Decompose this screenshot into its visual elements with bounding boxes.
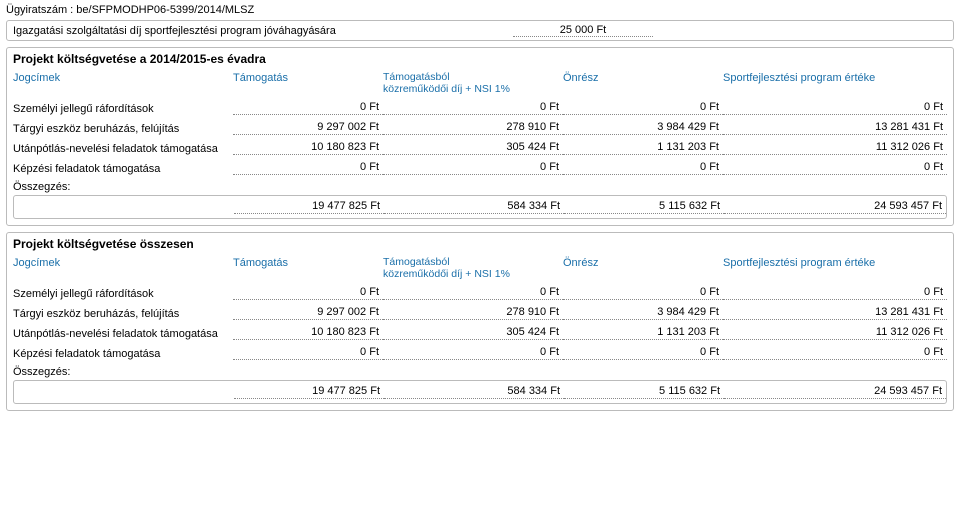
col-header-jogcimek: Jogcímek bbox=[13, 72, 233, 95]
cell: 0 Ft bbox=[723, 286, 947, 300]
cell: 0 Ft bbox=[563, 161, 723, 175]
col-header-jogcimek: Jogcímek bbox=[13, 257, 233, 280]
cell: 0 Ft bbox=[233, 346, 383, 360]
col-header-tamogatas: Támogatás bbox=[233, 257, 383, 280]
cell: 13 281 431 Ft bbox=[723, 121, 947, 135]
row-label: Személyi jellegű ráfordítások bbox=[13, 103, 233, 115]
cell: 278 910 Ft bbox=[383, 306, 563, 320]
column-header-row: Jogcímek Támogatás Támogatásból közreműk… bbox=[13, 257, 947, 280]
cell: 11 312 026 Ft bbox=[723, 141, 947, 155]
row-label: Tárgyi eszköz beruházás, felújítás bbox=[13, 123, 233, 135]
cell: 0 Ft bbox=[383, 346, 563, 360]
row-label: Képzési feladatok támogatása bbox=[13, 348, 233, 360]
cell: 0 Ft bbox=[383, 286, 563, 300]
section-title: Projekt költségvetése összesen bbox=[13, 237, 947, 251]
table-row: Személyi jellegű ráfordítások 0 Ft 0 Ft … bbox=[13, 101, 947, 115]
cell: 10 180 823 Ft bbox=[233, 326, 383, 340]
row-label: Tárgyi eszköz beruházás, felújítás bbox=[13, 308, 233, 320]
summary-label: Összegzés: bbox=[13, 366, 947, 378]
cell: 0 Ft bbox=[723, 101, 947, 115]
summary-row: 19 477 825 Ft 584 334 Ft 5 115 632 Ft 24… bbox=[13, 380, 947, 404]
col-header-tamogatasbol-line2: közreműködői díj + NSI 1% bbox=[383, 269, 563, 281]
admin-fee-label: Igazgatási szolgáltatási díj sportfejles… bbox=[13, 25, 513, 37]
cell: 19 477 825 Ft bbox=[234, 200, 384, 214]
budget-section-total: Projekt költségvetése összesen Jogcímek … bbox=[6, 232, 954, 411]
document-number: Ügyiratszám : be/SFPMODHP06-5399/2014/ML… bbox=[6, 4, 954, 16]
cell: 584 334 Ft bbox=[384, 385, 564, 399]
cell: 11 312 026 Ft bbox=[723, 326, 947, 340]
budget-section-2014-2015: Projekt költségvetése a 2014/2015-es éva… bbox=[6, 47, 954, 226]
cell: 3 984 429 Ft bbox=[563, 306, 723, 320]
row-label: Utánpótlás-nevelési feladatok támogatása bbox=[13, 328, 233, 340]
cell: 24 593 457 Ft bbox=[724, 200, 946, 214]
summary-label: Összegzés: bbox=[13, 181, 947, 193]
cell: 0 Ft bbox=[233, 101, 383, 115]
col-header-tamogatasbol-line2: közreműködői díj + NSI 1% bbox=[383, 84, 563, 96]
col-header-tamogatasbol-line1: Támogatásból bbox=[383, 257, 563, 269]
cell: 5 115 632 Ft bbox=[564, 200, 724, 214]
col-header-program-ertek: Sportfejlesztési program értéke bbox=[723, 257, 947, 280]
row-label: Személyi jellegű ráfordítások bbox=[13, 288, 233, 300]
col-header-program-ertek: Sportfejlesztési program értéke bbox=[723, 72, 947, 95]
cell: 0 Ft bbox=[723, 161, 947, 175]
cell: 9 297 002 Ft bbox=[233, 121, 383, 135]
table-row: Képzési feladatok támogatása 0 Ft 0 Ft 0… bbox=[13, 346, 947, 360]
table-row: Tárgyi eszköz beruházás, felújítás 9 297… bbox=[13, 306, 947, 320]
col-header-tamogatasbol-line1: Támogatásból bbox=[383, 72, 563, 84]
table-row: Utánpótlás-nevelési feladatok támogatása… bbox=[13, 141, 947, 155]
cell: 305 424 Ft bbox=[383, 141, 563, 155]
cell: 0 Ft bbox=[563, 346, 723, 360]
cell: 19 477 825 Ft bbox=[234, 385, 384, 399]
col-header-tamogatasbol: Támogatásból közreműködői díj + NSI 1% bbox=[383, 72, 563, 95]
cell: 278 910 Ft bbox=[383, 121, 563, 135]
cell: 584 334 Ft bbox=[384, 200, 564, 214]
cell: 0 Ft bbox=[383, 101, 563, 115]
cell: 0 Ft bbox=[233, 161, 383, 175]
admin-fee-value: 25 000 Ft bbox=[513, 24, 653, 37]
cell: 24 593 457 Ft bbox=[724, 385, 946, 399]
cell: 9 297 002 Ft bbox=[233, 306, 383, 320]
cell: 305 424 Ft bbox=[383, 326, 563, 340]
cell: 0 Ft bbox=[233, 286, 383, 300]
table-row: Tárgyi eszköz beruházás, felújítás 9 297… bbox=[13, 121, 947, 135]
cell: 13 281 431 Ft bbox=[723, 306, 947, 320]
cell: 0 Ft bbox=[723, 346, 947, 360]
col-header-onresz: Önrész bbox=[563, 72, 723, 95]
col-header-onresz: Önrész bbox=[563, 257, 723, 280]
cell: 1 131 203 Ft bbox=[563, 141, 723, 155]
table-row: Képzési feladatok támogatása 0 Ft 0 Ft 0… bbox=[13, 161, 947, 175]
cell: 5 115 632 Ft bbox=[564, 385, 724, 399]
cell: 0 Ft bbox=[563, 286, 723, 300]
section-title: Projekt költségvetése a 2014/2015-es éva… bbox=[13, 52, 947, 66]
cell: 1 131 203 Ft bbox=[563, 326, 723, 340]
cell: 0 Ft bbox=[563, 101, 723, 115]
summary-row: 19 477 825 Ft 584 334 Ft 5 115 632 Ft 24… bbox=[13, 195, 947, 219]
col-header-tamogatasbol: Támogatásból közreműködői díj + NSI 1% bbox=[383, 257, 563, 280]
table-row: Személyi jellegű ráfordítások 0 Ft 0 Ft … bbox=[13, 286, 947, 300]
cell: 10 180 823 Ft bbox=[233, 141, 383, 155]
admin-fee-row: Igazgatási szolgáltatási díj sportfejles… bbox=[6, 20, 954, 41]
row-label: Utánpótlás-nevelési feladatok támogatása bbox=[13, 143, 233, 155]
cell: 3 984 429 Ft bbox=[563, 121, 723, 135]
row-label: Képzési feladatok támogatása bbox=[13, 163, 233, 175]
col-header-tamogatas: Támogatás bbox=[233, 72, 383, 95]
cell: 0 Ft bbox=[383, 161, 563, 175]
column-header-row: Jogcímek Támogatás Támogatásból közreműk… bbox=[13, 72, 947, 95]
table-row: Utánpótlás-nevelési feladatok támogatása… bbox=[13, 326, 947, 340]
